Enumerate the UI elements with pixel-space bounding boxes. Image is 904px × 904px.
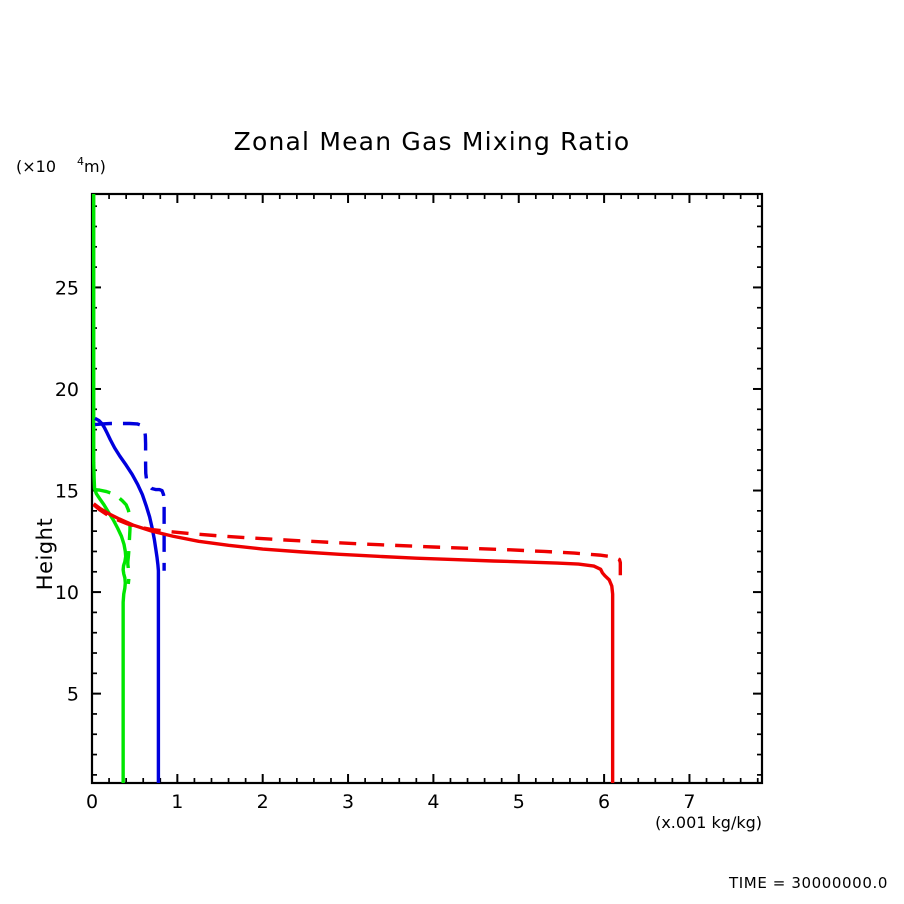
series-line-red-solid xyxy=(92,502,615,783)
plot-frame xyxy=(90,192,764,785)
series-line-blue-solid xyxy=(94,416,161,783)
time-annotation: TIME = 30000000.0 xyxy=(728,874,888,892)
y-axis-unit-exponent: 4 xyxy=(77,155,84,168)
x-axis-tick-label: 6 xyxy=(598,791,610,813)
x-axis-tick-label: 0 xyxy=(86,791,98,813)
y-axis-tick-label: 10 xyxy=(55,582,79,604)
y-axis-tick-label: 25 xyxy=(55,277,79,299)
axis-tick-labels: 0 1 2 3 4 5 6 7 5 10 15 20 25 xyxy=(55,277,696,813)
x-axis-tick-label: 1 xyxy=(171,791,183,813)
y-axis-unit-label: (×10 xyxy=(16,157,56,176)
x-axis-tick-label: 4 xyxy=(427,791,439,813)
x-axis-tick-label: 2 xyxy=(257,791,269,813)
y-axis-tick-label: 15 xyxy=(55,481,79,503)
y-axis-title: Height xyxy=(33,518,57,590)
x-axis-tick-label: 7 xyxy=(683,791,695,813)
x-axis-tick-label: 3 xyxy=(342,791,354,813)
data-series-layer xyxy=(92,194,623,783)
y-axis-tick-label: 5 xyxy=(67,684,79,706)
series-line-blue-dashed xyxy=(94,421,166,571)
y-axis-unit-label-tail: m) xyxy=(84,157,106,176)
x-axis-unit-label: (x.001 kg/kg) xyxy=(655,813,762,832)
chart-title: Zonal Mean Gas Mixing Ratio xyxy=(234,127,631,156)
x-axis-tick-label: 5 xyxy=(513,791,525,813)
series-line-green-dashed xyxy=(93,487,132,585)
y-axis-tick-label: 20 xyxy=(55,379,79,401)
series-line-red-dashed xyxy=(92,503,623,581)
series-line-green-solid xyxy=(92,194,128,783)
